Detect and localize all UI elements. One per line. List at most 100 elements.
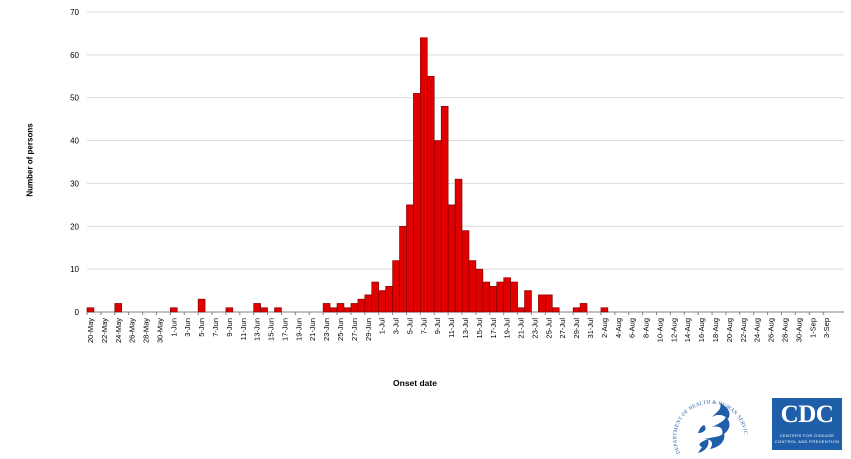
bar [496,281,504,313]
bar [440,105,449,313]
x-tick-label: 19-Jun [294,318,303,341]
x-tick-label: 18-Aug [711,318,720,342]
bar [322,303,331,313]
y-tick-label: 10 [70,265,79,274]
bar [454,178,463,313]
x-tick-label: 14-Aug [683,318,692,342]
bar [274,307,282,313]
bar [406,204,414,313]
x-tick-label: 21-Jul [517,318,526,339]
x-tick-label: 24-Aug [753,318,762,342]
hhs-seal-logo: DEPARTMENT OF HEALTH & HUMAN SERVICES US… [668,383,748,455]
x-tick-label: 29-Jun [364,318,373,341]
bar [475,268,484,313]
bar [385,285,393,313]
y-tick-labels: 0 10 20 30 40 50 60 70 [70,8,79,317]
cdc-logo: CDC CENTERS FOR DISEASE CONTROL AND PREV… [772,398,842,450]
bar [364,294,373,313]
x-tick-label: 30-May [155,318,164,343]
y-tick-label: 40 [70,137,79,146]
x-tick-label: 7-Jun [211,318,220,337]
bar [371,281,379,313]
x-tick-label: 26-May [128,318,137,343]
bar [225,307,234,313]
bar [461,230,470,313]
cdc-subtitle-line1: CENTERS FOR DISEASE [779,433,835,438]
bar [86,307,95,313]
x-tick-label: 27-Jun [350,318,359,341]
x-tick-label: 15-Jun [267,318,276,341]
x-tick-label: 23-Jun [322,318,331,341]
axes [86,312,824,315]
x-tick-label: 7-Jul [419,318,428,335]
y-tick-label: 50 [70,94,79,103]
x-tick-label: 3-Jul [392,318,401,335]
bar [420,37,428,313]
bar [572,307,581,313]
x-tick-label: 9-Jun [225,318,234,337]
x-tick-label: 12-Aug [669,318,678,342]
x-tick-label: 16-Aug [697,318,706,342]
x-tick-label: 24-May [114,318,123,343]
x-tick-label: 28-May [142,318,151,343]
x-tick-label: 25-Jun [336,318,345,341]
x-tick-label: 11-Jun [239,318,248,340]
bar [468,260,477,313]
bar [392,260,400,313]
bar [503,277,511,313]
x-tick-label: 6-Aug [628,318,637,338]
bar [426,75,435,313]
bars [86,37,609,313]
x-tick-label: 10-Aug [655,318,664,342]
x-tick-label: 13-Jul [461,318,470,339]
x-tick-label: 22-May [100,318,109,343]
x-tick-label: 19-Jul [503,318,512,339]
eagle-mark [698,403,730,453]
y-tick-label: 70 [70,8,79,17]
bar [357,298,366,313]
x-tick-label: 9-Jul [433,318,442,335]
bar [329,307,338,313]
bar [538,294,546,313]
bar [433,140,442,313]
cdc-logo-text: CDC [780,401,834,428]
bar [343,307,352,313]
x-tick-label: 13-Jun [253,318,262,341]
bar [552,307,560,313]
bar [399,225,407,313]
x-tick-label: 28-Aug [780,318,789,342]
x-tick-label: 17-Jun [280,318,289,341]
bar [336,303,345,313]
bar [253,303,261,313]
x-tick-label: 22-Aug [739,318,748,342]
x-tick-label: 25-Jul [544,318,553,339]
x-tick-label: 30-Aug [794,318,803,342]
bar [447,204,456,313]
bar [378,290,386,313]
bar [579,303,588,313]
bar [260,307,268,313]
x-tick-label: 1-Jun [169,318,178,337]
x-tick-label: 15-Jul [475,318,484,339]
x-tick-label: 29-Jul [572,318,581,339]
gridlines [87,11,844,313]
bar [170,307,178,313]
bar [413,93,421,313]
y-axis-label-box: Number of persons [22,123,38,196]
x-tick-label: 4-Aug [614,318,623,338]
x-tick-label: 1-Jul [378,318,387,335]
bar [489,285,498,313]
y-tick-label: 0 [75,308,80,317]
x-tick-labels: 20-May 22-May 24-May 26-May 28-May 30-May 1-Ju… [86,318,831,343]
cdc-subtitle-line2: CONTROL AND PREVENTION [774,439,840,444]
x-tick-label: 26-Aug [767,318,776,342]
x-tick-label: 31-Jul [586,318,595,339]
x-tick-label: 27-Jul [558,318,567,339]
x-tick-label: 20-Aug [725,318,734,342]
bar [197,298,206,313]
bar [524,290,532,313]
x-tick-label: 1-Sep [808,318,817,338]
x-tick-label: 5-Jul [405,318,414,335]
